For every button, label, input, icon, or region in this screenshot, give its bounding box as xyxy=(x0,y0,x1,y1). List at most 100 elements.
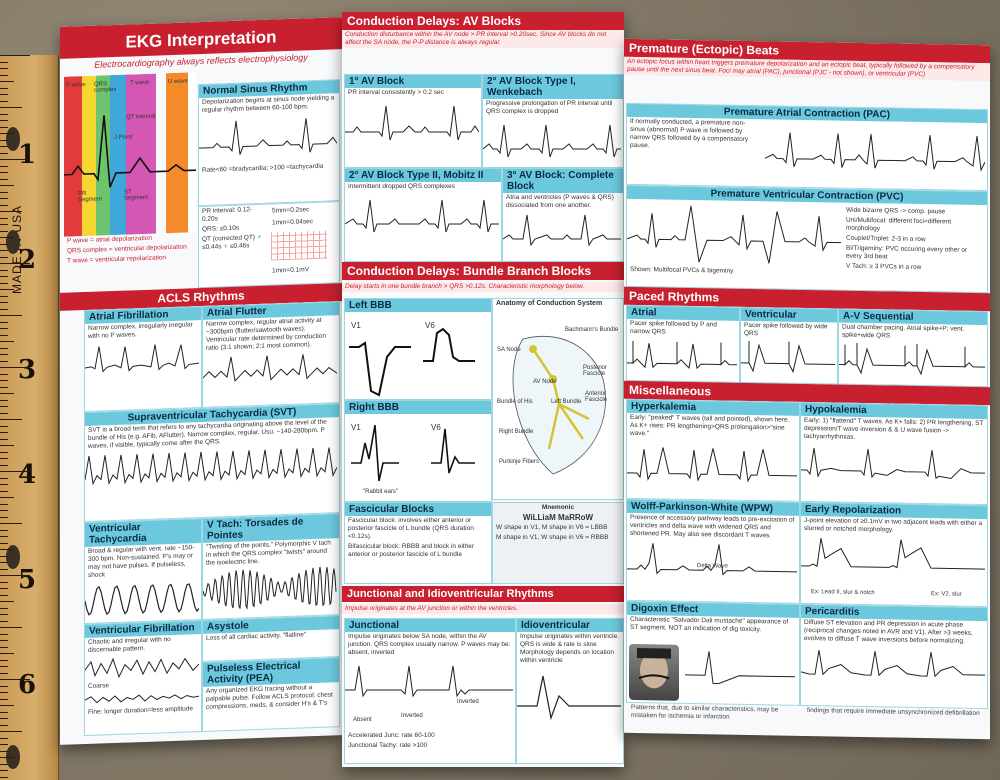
ruler-tick xyxy=(0,399,8,401)
dali-portrait xyxy=(629,643,679,701)
ruler-tick xyxy=(0,393,14,394)
ekg-strip xyxy=(685,651,795,684)
ruler-tick xyxy=(0,198,8,199)
ruler-tick xyxy=(0,432,8,433)
ruler-tick xyxy=(0,672,8,674)
t-wave-label: T wave xyxy=(130,79,150,87)
pac-box: Premature Atrial Contraction (PAC) If no… xyxy=(626,102,988,192)
hypok-text: Early: 1) "flattend" T waves. As K+ fall… xyxy=(804,416,984,441)
ruler-tick xyxy=(0,139,8,141)
normal-sinus-box: Normal Sinus Rhythm Depolarization begin… xyxy=(198,79,340,207)
anatomy-label-anterior: Anterior Fascicle xyxy=(585,391,608,403)
ruler-tick xyxy=(0,120,8,121)
first-degree-heading: 1° AV Block xyxy=(345,75,481,88)
ruler-tick xyxy=(0,269,8,271)
mnemonic-box: Mnemonic WiLLiaM MaRRoW W shape in V1, M… xyxy=(492,502,624,584)
paced-avseq-box: A-V Sequential Dual chamber pacing. Atri… xyxy=(838,308,988,388)
third-degree-text: Atria and ventricles (P waves & QRS) dis… xyxy=(506,194,614,209)
lbbb-v1-label: V1 xyxy=(351,321,361,330)
ruler-tick xyxy=(0,503,8,505)
ruler-hole xyxy=(6,127,20,151)
qrs-label: QRS complex xyxy=(94,81,117,94)
ekg-strip xyxy=(351,424,475,482)
anatomy-box: Anatomy of Conduction System SA Node AV … xyxy=(492,298,624,500)
ekg-strip xyxy=(85,694,199,704)
ruler-tick xyxy=(0,380,8,381)
ruler-tick xyxy=(0,750,8,752)
ruler-tick xyxy=(0,451,8,453)
ruler-mark-5: 5 xyxy=(18,565,37,595)
intervals-box: PR interval: 0.12-0.20s QRS: ≤0.10s QT (… xyxy=(198,201,340,289)
ekg-strip xyxy=(345,665,513,698)
asystole-box: Asystole Loss of all cardiac activity. "… xyxy=(202,615,340,662)
ekg-strip xyxy=(627,340,737,370)
anatomy-label-bachmann: Bachmann's Bundle xyxy=(565,327,619,333)
junc-title: Junctional and Idioventricular Rhythms xyxy=(342,586,624,602)
ekg-strip xyxy=(627,543,797,576)
ruler-tick xyxy=(0,731,22,732)
ruler-tick xyxy=(0,718,8,719)
digoxin-box: Digoxin Effect Characteristic "Salvador … xyxy=(626,600,800,706)
ruler-tick xyxy=(0,243,8,245)
ruler-tick xyxy=(0,529,8,531)
rbbb-v6-label: V6 xyxy=(431,423,441,432)
bbb-subtitle: Delay starts in one bundle branch > QRS … xyxy=(342,282,624,292)
ekg-strip xyxy=(483,124,621,158)
ruler-tick xyxy=(0,302,8,303)
ruler-tick xyxy=(0,94,8,95)
ekg-strip xyxy=(203,566,337,610)
ruler-tick xyxy=(0,347,8,349)
idioventricular-box: Idioventricular Impulse originates withi… xyxy=(516,618,624,764)
wpw-box: Wolff-Parkinson-White (WPW) Presence of … xyxy=(626,498,800,604)
ruler-tick xyxy=(0,263,30,264)
ruler-tick xyxy=(0,633,8,635)
ruler-tick xyxy=(0,575,30,576)
ruler-tick xyxy=(0,373,8,375)
ekg-strip xyxy=(839,342,985,376)
u-wave-label: U wave xyxy=(168,78,189,86)
ruler-tick xyxy=(0,282,8,284)
p-wave-label: P wave xyxy=(66,82,86,89)
ekg-strip xyxy=(85,447,337,486)
pr-segment-label: PR Segment xyxy=(78,191,103,204)
ekg-strip xyxy=(345,199,499,233)
ekg-strip xyxy=(85,344,199,373)
ruler-tick xyxy=(0,477,8,479)
ruler-mark-6: 6 xyxy=(18,670,37,700)
ekg-strip xyxy=(801,650,985,678)
first-degree-box: 1° AV Block PR interval consistently > 0… xyxy=(344,74,482,168)
ruler-tick xyxy=(0,620,8,622)
wpw-text: Presence of accessory pathway leads to p… xyxy=(630,513,795,540)
ruler-tick xyxy=(0,711,8,713)
ruler-tick xyxy=(0,224,8,225)
afib-box: Atrial Fibrillation Narrow complex, irre… xyxy=(84,305,202,413)
ruler-tick xyxy=(0,653,14,654)
second-type2-heading: 2° AV Block Type II, Mobitz II xyxy=(345,169,501,182)
mnemonic-line1: W shape in V1, M shape in V6 = LBBB xyxy=(496,524,608,531)
idioventricular-heading: Idioventricular xyxy=(517,619,623,632)
digoxin-text: Characteristic "Salvador Dali mustache" … xyxy=(630,615,789,634)
bbb-title: Conduction Delays: Bundle Branch Blocks xyxy=(342,262,624,280)
ruler-tick xyxy=(0,367,30,368)
ekg-strip xyxy=(517,675,621,721)
ruler-tick xyxy=(0,406,8,407)
ruler-tick xyxy=(0,107,22,108)
ekg-strip xyxy=(345,105,479,141)
ruler-tick xyxy=(0,334,8,336)
ruler-tick xyxy=(0,178,8,180)
ekg-strip xyxy=(85,583,199,616)
paced-ventricular-text: Pacer spike followed by wide QRS xyxy=(744,321,828,338)
ruler-tick xyxy=(0,81,14,82)
ruler-tick xyxy=(0,172,8,173)
ruler-tick xyxy=(0,568,8,570)
fascicular-heading: Fascicular Blocks xyxy=(345,503,491,516)
ruler-tick xyxy=(0,113,8,115)
ruler-tick xyxy=(0,562,8,563)
ekg-strip xyxy=(741,340,835,374)
ruler-tick xyxy=(0,230,8,232)
ruler-tick xyxy=(0,601,14,602)
third-degree-box: 3° AV Block: Complete Block Atria and ve… xyxy=(502,168,624,262)
qt-interval: QT (corrected QT) ♂ ≤0.44s ♀ ≤0.46s xyxy=(202,233,262,251)
hyperk-box: Hyperkalemia Early: "peaked" T waves (ta… xyxy=(626,398,800,502)
ruler-tick xyxy=(0,237,14,238)
